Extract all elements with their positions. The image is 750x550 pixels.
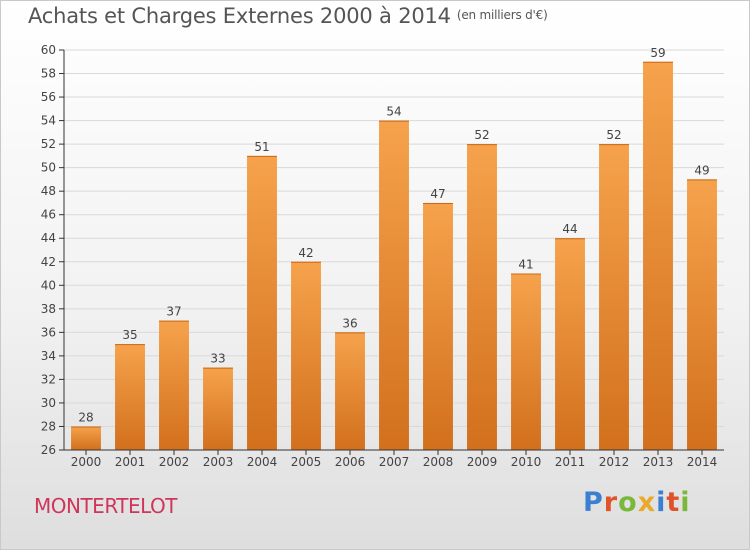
chart-title: Achats et Charges Externes 2000 à 2014 (e… xyxy=(28,4,548,28)
data-label: 35 xyxy=(122,328,137,342)
bars xyxy=(71,61,717,451)
data-label: 52 xyxy=(606,128,621,142)
bar-2002 xyxy=(159,320,189,450)
data-label: 37 xyxy=(166,305,181,319)
logo-letter: x xyxy=(637,487,657,518)
data-label: 54 xyxy=(386,105,401,119)
x-tick-label: 2007 xyxy=(379,455,410,469)
data-label: 33 xyxy=(210,352,225,366)
y-tick-label: 56 xyxy=(41,90,56,104)
bar-2013 xyxy=(643,61,673,450)
bar-2009 xyxy=(467,144,497,450)
bar-2005 xyxy=(291,261,321,450)
logo-letter: i xyxy=(656,487,667,518)
y-tick-label: 42 xyxy=(41,255,56,269)
logo-letter: r xyxy=(603,487,619,518)
data-label: 36 xyxy=(342,316,357,330)
data-label: 51 xyxy=(254,140,269,154)
bar-2006 xyxy=(335,332,365,450)
x-tick-label: 2013 xyxy=(643,455,674,469)
chart-title-text: Achats et Charges Externes 2000 à 2014 xyxy=(28,4,451,28)
bar-2012 xyxy=(599,144,629,450)
y-tick-label: 26 xyxy=(41,443,56,457)
labels: 26 28 30 32 34 36 38 40 42 44 46 48 50 52 54 56 58 60 28 20… xyxy=(41,43,718,469)
bar-2014 xyxy=(687,179,717,451)
chart-unit-label: (en milliers d'€) xyxy=(456,8,548,22)
y-tick-label: 38 xyxy=(41,302,56,316)
x-tick-label: 2011 xyxy=(555,455,586,469)
y-tick-label: 48 xyxy=(41,184,56,198)
x-tick-label: 2000 xyxy=(71,455,102,469)
bar-2008 xyxy=(423,202,453,450)
data-label: 49 xyxy=(694,163,709,177)
x-tick-label: 2002 xyxy=(159,455,190,469)
data-label: 47 xyxy=(430,187,445,201)
x-tick-label: 2001 xyxy=(115,455,146,469)
y-tick-label: 36 xyxy=(41,325,56,339)
commune-name: MONTERTELOT xyxy=(34,494,178,518)
x-tick-label: 2010 xyxy=(511,455,542,469)
bar-2000 xyxy=(71,426,101,450)
y-tick-label: 60 xyxy=(41,43,56,57)
y-tick-label: 34 xyxy=(41,349,56,363)
x-tick-label: 2014 xyxy=(687,455,718,469)
proxiti-logo: Proxiti xyxy=(583,487,691,518)
y-tick-label: 54 xyxy=(41,114,56,128)
logo-letter: t xyxy=(666,487,681,518)
logo-letter: i xyxy=(680,487,691,518)
data-label: 44 xyxy=(562,222,577,236)
y-tick-label: 58 xyxy=(41,67,56,81)
data-label: 59 xyxy=(650,46,665,60)
y-tick-label: 40 xyxy=(41,278,56,292)
x-tick-label: 2005 xyxy=(291,455,322,469)
bar-2011 xyxy=(555,238,585,450)
data-label: 52 xyxy=(474,128,489,142)
x-tick-label: 2008 xyxy=(423,455,454,469)
y-tick-label: 50 xyxy=(41,161,56,175)
bar-2010 xyxy=(511,273,541,450)
x-tick-label: 2012 xyxy=(599,455,630,469)
bar-2007 xyxy=(379,120,409,451)
x-tick-label: 2009 xyxy=(467,455,498,469)
x-tick-label: 2006 xyxy=(335,455,366,469)
x-tick-label: 2003 xyxy=(203,455,234,469)
y-tick-label: 52 xyxy=(41,137,56,151)
y-tick-label: 30 xyxy=(41,396,56,410)
axes xyxy=(59,49,724,455)
y-tick-label: 46 xyxy=(41,208,56,222)
data-label: 28 xyxy=(78,410,93,424)
logo-letter: o xyxy=(618,487,638,518)
logo-letter: P xyxy=(583,487,604,518)
x-tick-label: 2004 xyxy=(247,455,278,469)
bar-2003 xyxy=(203,367,233,450)
y-tick-label: 32 xyxy=(41,372,56,386)
data-label: 42 xyxy=(298,246,313,260)
y-tick-label: 44 xyxy=(41,231,56,245)
y-tick-label: 28 xyxy=(41,419,56,433)
bar-2001 xyxy=(115,344,145,450)
data-label: 41 xyxy=(518,258,533,272)
bar-2004 xyxy=(247,155,277,450)
